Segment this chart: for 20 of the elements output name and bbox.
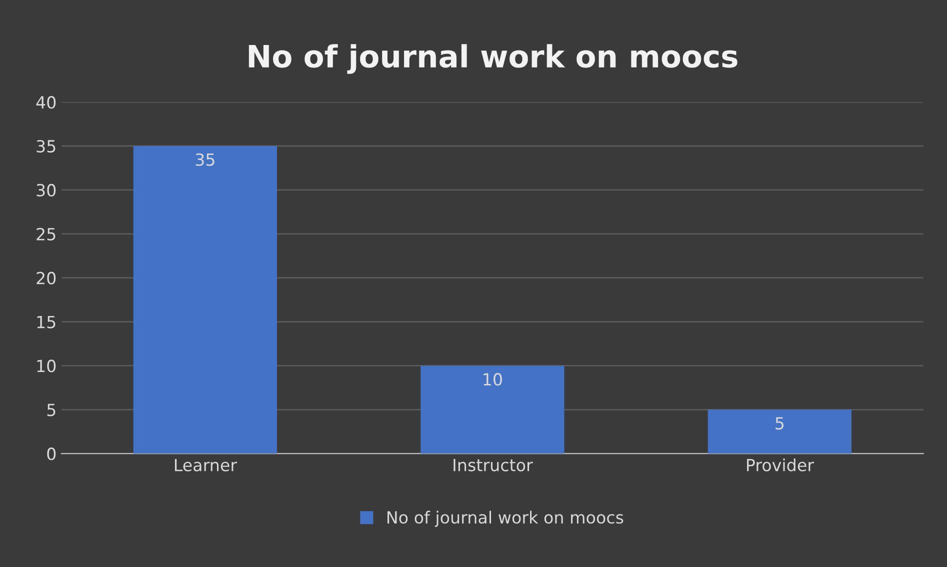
y-tick-label: 25 [36, 228, 56, 240]
bar [420, 366, 564, 454]
data-label: 10 [484, 373, 502, 386]
data-label: 35 [196, 153, 214, 166]
y-tick-label: 5 [47, 404, 56, 416]
bar [708, 410, 852, 454]
x-tick-label: Learner [174, 458, 238, 472]
y-tick-label: 10 [37, 360, 56, 372]
y-tick-label: 35 [36, 140, 56, 153]
x-tick-label: Provider [747, 458, 814, 472]
x-tick-label: Instructor [454, 458, 533, 472]
y-tick-label: 0 [47, 448, 56, 460]
y-tick-label: 30 [36, 184, 56, 197]
chart-title: No of journal work on moocs [248, 44, 738, 74]
y-tick-label: 15 [37, 316, 56, 328]
legend-label: No of journal work on moocs [388, 510, 624, 527]
bar [133, 146, 277, 454]
y-tick-label: 20 [36, 272, 56, 284]
data-label: 5 [776, 417, 784, 430]
y-tick-label: 40 [36, 96, 56, 109]
